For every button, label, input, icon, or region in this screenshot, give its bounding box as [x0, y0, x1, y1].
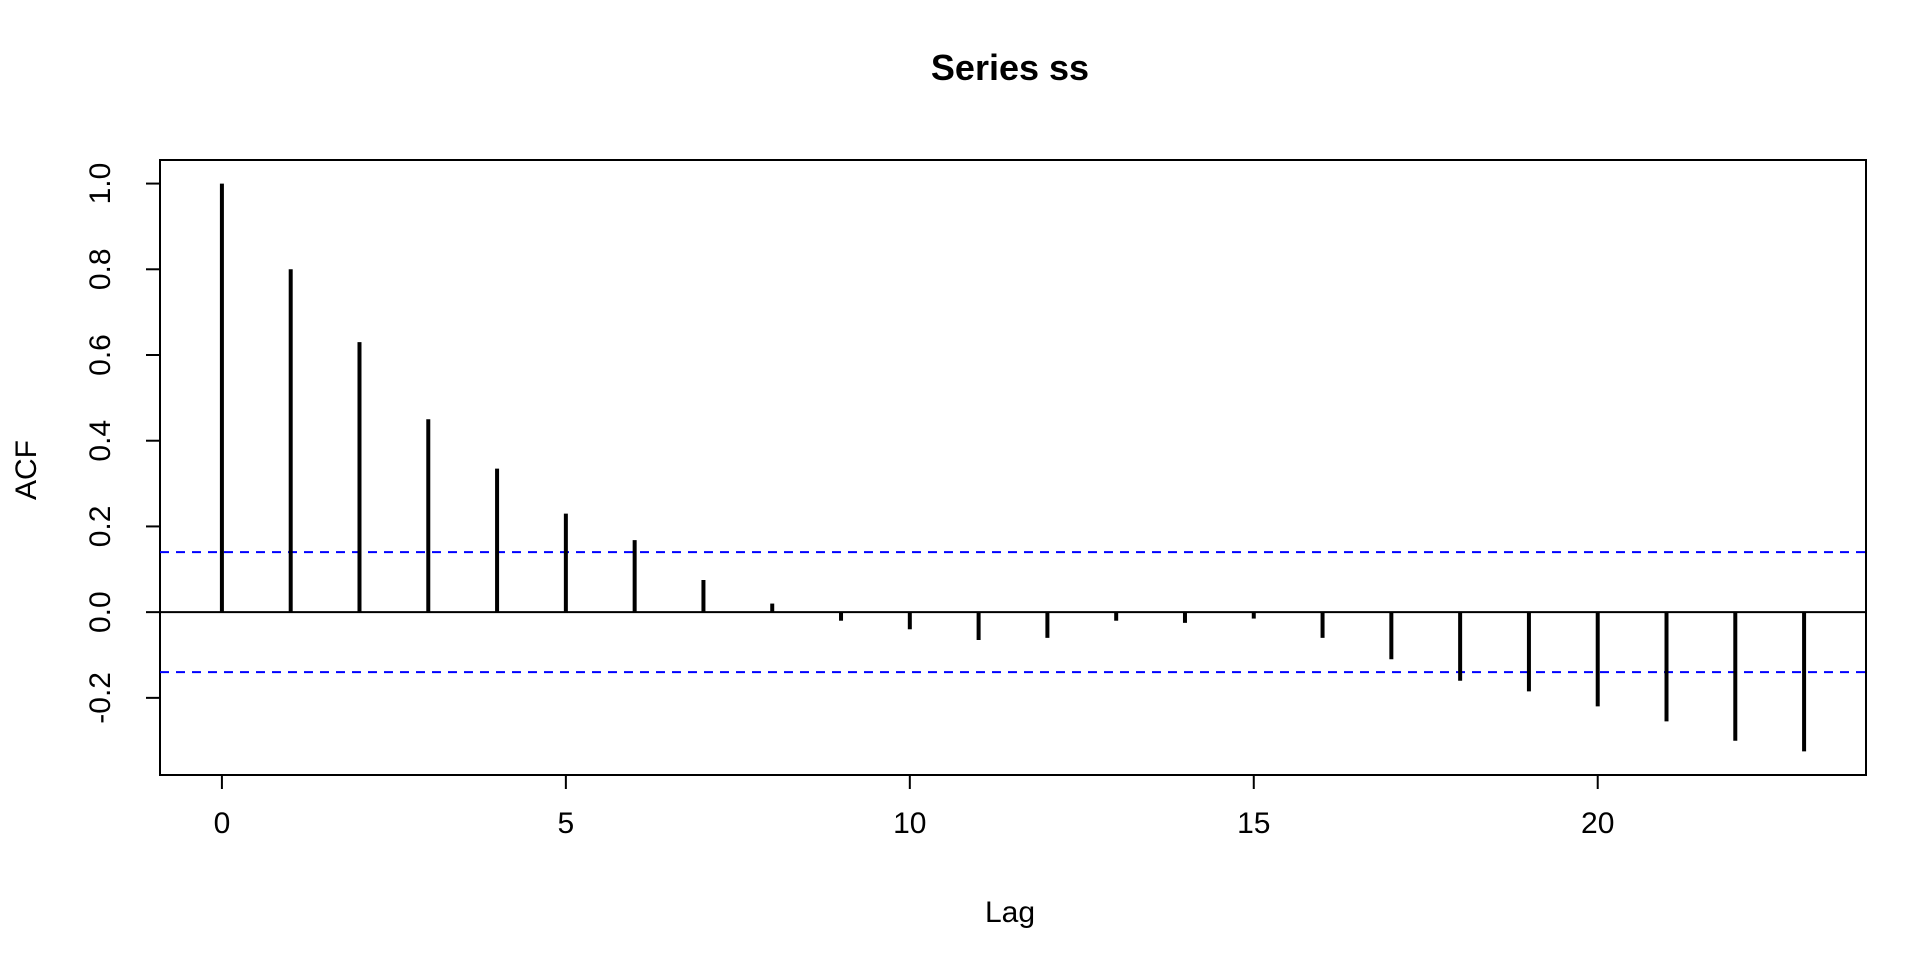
- y-tick-label: 0.2: [84, 506, 117, 548]
- y-axis-label: ACF: [10, 440, 43, 500]
- axis-ticks: 0 5 10 15 20 -0.2 0.0 0.2 0.4 0.6 0.8 1.0: [84, 163, 1614, 840]
- x-axis-label: Lag: [985, 896, 1035, 929]
- y-tick-label: 1.0: [84, 163, 117, 205]
- x-tick-label: 10: [893, 807, 926, 840]
- y-tick-label: -0.2: [84, 672, 117, 724]
- x-tick-label: 0: [214, 807, 231, 840]
- chart-title: Series ss: [931, 47, 1089, 88]
- y-tick-label: 0.6: [84, 334, 117, 376]
- y-tick-label: 0.4: [84, 420, 117, 462]
- acf-bars: [219, 183, 1807, 752]
- x-tick-label: 20: [1581, 807, 1614, 840]
- y-tick-label: 0.0: [84, 591, 117, 633]
- x-tick-label: 5: [558, 807, 575, 840]
- y-tick-label: 0.8: [84, 248, 117, 290]
- confidence-bounds: [160, 551, 1866, 674]
- plot-frame: [159, 159, 1867, 776]
- x-tick-label: 15: [1237, 807, 1270, 840]
